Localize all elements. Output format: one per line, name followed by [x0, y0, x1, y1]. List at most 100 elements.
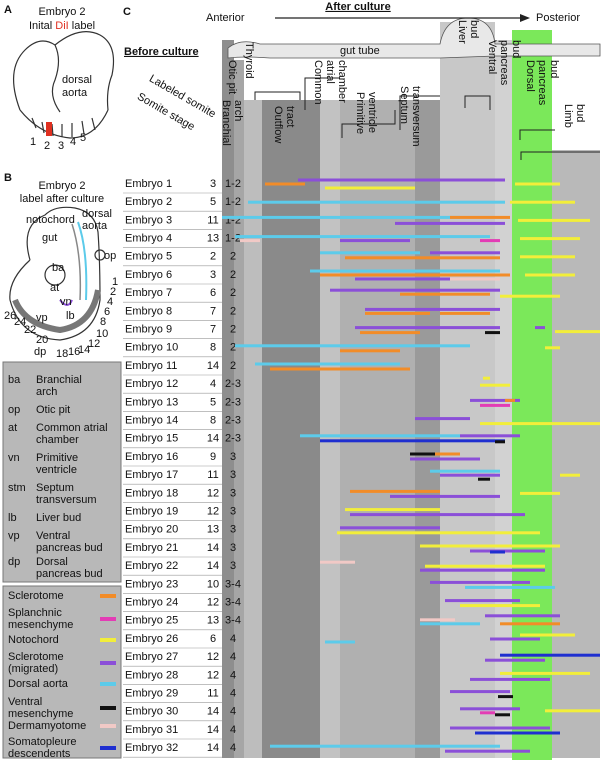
labeled-segment	[430, 251, 500, 255]
panel-subtitle: Inital DiI label	[29, 20, 95, 32]
row-bg	[123, 248, 222, 265]
somite-label: 12	[88, 338, 100, 350]
embryo-name: Embryo 9	[125, 324, 172, 336]
labeled-segment	[420, 618, 455, 622]
labeled-segment	[265, 182, 305, 186]
labeled-segment	[450, 690, 510, 694]
labeled-segment	[390, 494, 500, 498]
labeled-segment	[420, 544, 560, 548]
labeled-segment	[410, 452, 445, 456]
labeled-somite: 12	[207, 651, 219, 663]
gut-label: gut	[42, 232, 57, 244]
somite-stage: 3-4	[225, 597, 241, 609]
somite-label: 16	[68, 346, 80, 358]
labeled-segment	[545, 346, 560, 350]
embryo-name: Embryo 32	[125, 742, 178, 754]
labeled-segment	[495, 713, 510, 717]
row-bg	[123, 667, 222, 684]
region-label: Branchial	[220, 100, 232, 146]
labeled-somite: 7	[210, 324, 216, 336]
labeled-segment	[395, 221, 505, 225]
labeled-segment	[500, 671, 590, 675]
somite-stage: 2	[230, 287, 236, 299]
labeled-segment	[320, 273, 510, 277]
region-label: Limb	[562, 104, 574, 128]
panel-label: B	[4, 172, 12, 184]
row-bg	[123, 576, 222, 593]
legend-swatch	[100, 661, 116, 665]
somite-label: 10	[96, 328, 108, 340]
legend-swatch	[100, 724, 116, 728]
somite-label: 3	[58, 140, 64, 152]
legend-swatch	[100, 706, 116, 710]
embryo-name: Embryo 15	[125, 433, 178, 445]
somite-label: 1	[112, 276, 118, 288]
labeled-segment	[560, 473, 580, 477]
embryo-name: Embryo 4	[125, 233, 172, 245]
legend-swatch	[100, 682, 116, 686]
abbreviation-text: chamber	[36, 434, 79, 446]
legend-box	[2, 585, 122, 759]
somite-stage: 2-3	[225, 378, 241, 390]
embryo-name: Embryo 29	[125, 688, 178, 700]
labeled-segment	[505, 398, 515, 402]
somite-stage: 4	[230, 651, 236, 663]
region-label: Ventral	[486, 40, 498, 74]
labeled-segment	[445, 749, 530, 753]
somite-label: 26	[4, 310, 16, 322]
row-bg	[123, 430, 222, 447]
somite-stage: 3-4	[225, 578, 241, 590]
row-bg	[123, 394, 222, 411]
somite-stage: 3	[230, 560, 236, 572]
labeled-segment	[440, 311, 490, 315]
somite-stage: 2	[230, 324, 236, 336]
row-bg	[123, 485, 222, 502]
region-label: Outflow	[272, 106, 284, 143]
somite-label: 5	[80, 132, 86, 144]
somite-stage: 4	[230, 669, 236, 681]
somite-stage: 2	[230, 342, 236, 354]
panel-title: Embryo 2	[38, 6, 85, 18]
embryo-name: Embryo 26	[125, 633, 178, 645]
labeled-somite: 14	[207, 724, 219, 736]
somite-label: 6	[104, 306, 110, 318]
somite-stage: 1-2	[225, 233, 241, 245]
somite-stage: 1-2	[225, 196, 241, 208]
abbreviation-text: arch	[36, 386, 57, 398]
abbreviation: stm	[8, 482, 26, 494]
somite-label: 2	[110, 286, 116, 298]
embryo-a-drawing	[12, 31, 115, 139]
labeled-segment	[480, 383, 510, 387]
embryo-name: Embryo 7	[125, 287, 172, 299]
row-bg	[123, 176, 222, 192]
row-bg	[123, 230, 222, 247]
labeled-segment	[298, 178, 505, 182]
embryo-b-drawing	[9, 206, 106, 341]
labeled-somite: 12	[207, 487, 219, 499]
labeled-segment	[483, 376, 490, 380]
region-label: ventricle	[366, 92, 378, 133]
labeled-somite: 14	[207, 742, 219, 754]
labeled-somite: 2	[210, 251, 216, 263]
region-label: Dorsal	[524, 60, 536, 92]
labeled-segment	[470, 398, 520, 402]
row-bg	[123, 194, 222, 211]
abbreviation: vp	[8, 530, 20, 542]
row-bg	[123, 703, 222, 720]
labeled-somite: 14	[207, 706, 219, 718]
somite-label: 24	[14, 316, 26, 328]
region-label: Thyroid	[243, 42, 255, 79]
labeled-segment	[325, 640, 355, 644]
somite-stage: 4	[230, 706, 236, 718]
embryo-name: Embryo 18	[125, 487, 178, 499]
labeled-somite: 5	[210, 196, 216, 208]
labeled-segment	[460, 707, 520, 711]
subtitle-part: DiI	[55, 20, 68, 32]
labeled-segment	[400, 292, 490, 296]
row-bg	[123, 339, 222, 356]
row-bg	[123, 212, 222, 229]
labeled-somite: 14	[207, 360, 219, 372]
labeled-segment	[355, 277, 450, 281]
labeled-segment	[478, 477, 490, 481]
labeled-somite: 8	[210, 415, 216, 427]
